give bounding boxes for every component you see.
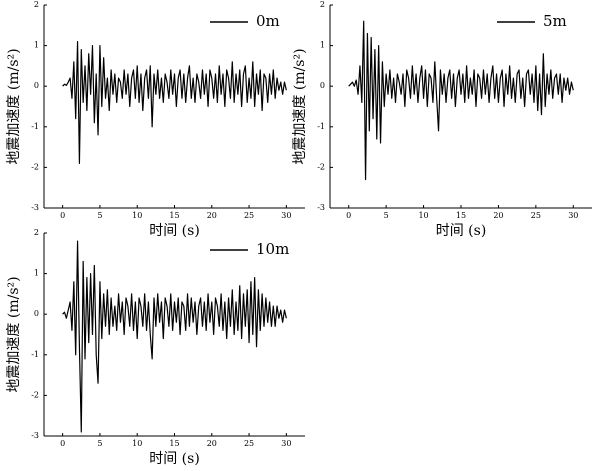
x-tick-label: 25 [531, 211, 541, 220]
x-tick-label: 0 [60, 439, 65, 448]
y-tick-label: -2 [317, 162, 325, 171]
y-axis-label: 地震加速度 (m/s²) [6, 276, 22, 392]
series-line [62, 240, 287, 433]
legend-label: 10m [256, 240, 289, 258]
x-axis-label: 时间 (s) [436, 223, 487, 239]
y-tick-label: -1 [31, 350, 39, 359]
y-tick-label: -1 [317, 122, 325, 131]
y-tick-label: 2 [34, 0, 39, 9]
x-tick-label: 15 [169, 439, 179, 448]
x-tick-label: 30 [281, 439, 291, 448]
x-tick-label: 20 [207, 439, 217, 448]
legend-label: 5m [543, 12, 567, 30]
x-tick-label: 0 [346, 211, 351, 220]
x-tick-label: 30 [281, 211, 291, 220]
legend-label: 0m [256, 12, 280, 30]
x-tick-label: 15 [456, 211, 466, 220]
x-tick-label: 0 [60, 211, 65, 220]
y-tick-label: -1 [31, 122, 39, 131]
x-tick-label: 20 [207, 211, 217, 220]
y-tick-label: -3 [317, 203, 325, 212]
x-tick-label: 5 [97, 211, 102, 220]
y-tick-label: 1 [34, 269, 39, 278]
y-tick-label: 0 [320, 81, 325, 90]
y-tick-label: -2 [31, 390, 39, 399]
y-tick-label: 2 [320, 0, 325, 9]
x-tick-label: 10 [132, 439, 142, 448]
y-tick-label: 1 [34, 41, 39, 50]
y-tick-label: 0 [34, 309, 39, 318]
y-tick-label: 2 [34, 228, 39, 237]
x-axis-label: 时间 (s) [149, 223, 200, 239]
y-tick-label: -3 [31, 431, 39, 440]
y-tick-label: 1 [320, 41, 325, 50]
series-line [348, 20, 574, 181]
series-line [62, 40, 287, 164]
x-tick-label: 30 [568, 211, 578, 220]
x-tick-label: 25 [244, 211, 254, 220]
x-tick-label: 10 [418, 211, 428, 220]
x-tick-label: 10 [132, 211, 142, 220]
x-tick-label: 5 [384, 211, 389, 220]
x-tick-label: 5 [97, 439, 102, 448]
y-tick-label: -3 [31, 203, 39, 212]
y-axis-label: 地震加速度 (m/s²) [292, 48, 308, 164]
x-axis-label: 时间 (s) [149, 451, 200, 467]
y-tick-label: 0 [34, 81, 39, 90]
y-tick-label: -2 [31, 162, 39, 171]
y-axis-label: 地震加速度 (m/s²) [6, 48, 22, 164]
x-tick-label: 20 [493, 211, 503, 220]
x-tick-label: 25 [244, 439, 254, 448]
x-tick-label: 15 [169, 211, 179, 220]
